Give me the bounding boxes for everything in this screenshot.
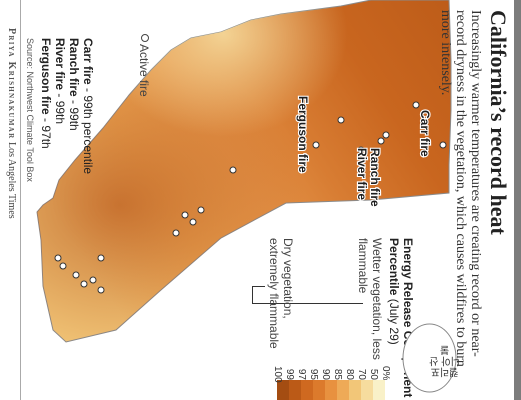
active-fire-marker [189, 218, 197, 226]
scale-swatch [313, 380, 325, 400]
scale-tick-label: 97 [296, 368, 307, 380]
label-river-fire: River fire [355, 148, 369, 200]
legend-date: (July 29) [387, 298, 401, 345]
percentile-value: - 99th [67, 96, 81, 131]
active-fire-marker [312, 141, 320, 149]
active-fire-marker [377, 137, 385, 145]
percentile-row: Carr fire - 99th percentile [81, 38, 95, 174]
fire-percentile-list: Carr fire - 99th percentile Ranch fire - … [39, 38, 95, 174]
scale-swatch [337, 380, 349, 400]
scale-tick-label: 99 [284, 368, 295, 380]
legend-dry-label: Dry vegetation, extremely flammable [267, 238, 295, 349]
active-fire-marker [181, 211, 189, 219]
active-fire-marker [172, 229, 180, 237]
active-fire-marker [357, 146, 365, 154]
percentile-row: River fire - 99th [53, 38, 67, 174]
scale-swatch [325, 380, 337, 400]
scale-tick-label: 70 [356, 368, 367, 380]
credit-divider [20, 0, 21, 400]
active-fire-marker [337, 116, 345, 124]
percentile-value: - 99th [53, 90, 67, 125]
label-carr-fire: Carr fire [418, 110, 432, 157]
active-fire-marker [54, 254, 62, 262]
scale-tick-label: 80 [344, 368, 355, 380]
label-ferguson-fire: Ferguson fire [296, 96, 310, 173]
color-scale [277, 380, 385, 400]
percentile-fire-name: Ferguson fire [39, 38, 53, 115]
active-fire-marker [197, 206, 205, 214]
percentile-fire-name: River fire [53, 38, 67, 91]
scale-swatch [277, 380, 289, 400]
percentile-fire-name: Ranch fire [67, 38, 81, 97]
legend-title-percentile: Percentile [387, 238, 401, 296]
percentile-fire-name: Carr fire [81, 38, 95, 85]
percentile-row: Ranch fire - 99th [67, 38, 81, 174]
source-note: Source: Northwest Climate Tool Box [25, 38, 35, 182]
legend-dry-tick [253, 286, 265, 287]
active-fire-ring-icon [141, 34, 149, 42]
percentile-value: - 99th percentile [81, 84, 95, 175]
legend-dry-leader [252, 286, 253, 304]
legend-wet-label: Wetter vegetation, less flammable [356, 238, 384, 360]
active-fire-legend: Active fire [137, 34, 151, 97]
scale-swatch [361, 380, 373, 400]
percentile-row: Ferguson fire - 97th [39, 38, 53, 174]
credit-organization: Los Angeles Times [6, 141, 17, 219]
active-fire-marker [439, 141, 447, 149]
scale-swatch [301, 380, 313, 400]
active-fire-marker [80, 280, 88, 288]
active-fire-marker [412, 101, 420, 109]
page-title: California’s record heat [486, 10, 511, 235]
scale-swatch [349, 380, 361, 400]
active-fire-marker [229, 166, 237, 174]
percentile-value: - 97th [39, 114, 53, 149]
scale-tick-label: 0% [380, 366, 391, 381]
scale-swatch [289, 380, 301, 400]
credit-author: Priya Krishnakumar [6, 28, 17, 140]
active-fire-marker [59, 262, 67, 270]
active-fire-marker [97, 286, 105, 294]
active-fire-marker [72, 271, 80, 279]
credit-line: Priya Krishnakumar Los Angeles Times [6, 28, 17, 219]
scale-tick-label: 100 [272, 366, 283, 383]
scale-tick-label: 95 [308, 368, 319, 380]
color-scale-ticks: 0% 50 70 80 85 90 95 97 99 100 [271, 366, 391, 383]
active-fire-marker [89, 276, 97, 284]
annotation-bubble-text: 캘리포니아 산불 [429, 343, 460, 377]
scale-tick-label: 90 [320, 368, 331, 380]
scale-tick-label: 50 [368, 368, 379, 380]
scale-tick-label: 85 [332, 368, 343, 380]
label-ranch-fire: Ranch fire [368, 148, 382, 207]
active-fire-marker [97, 254, 105, 262]
active-fire-marker [382, 131, 390, 139]
scale-swatch [373, 380, 385, 400]
active-fire-legend-label: Active fire [137, 44, 151, 97]
